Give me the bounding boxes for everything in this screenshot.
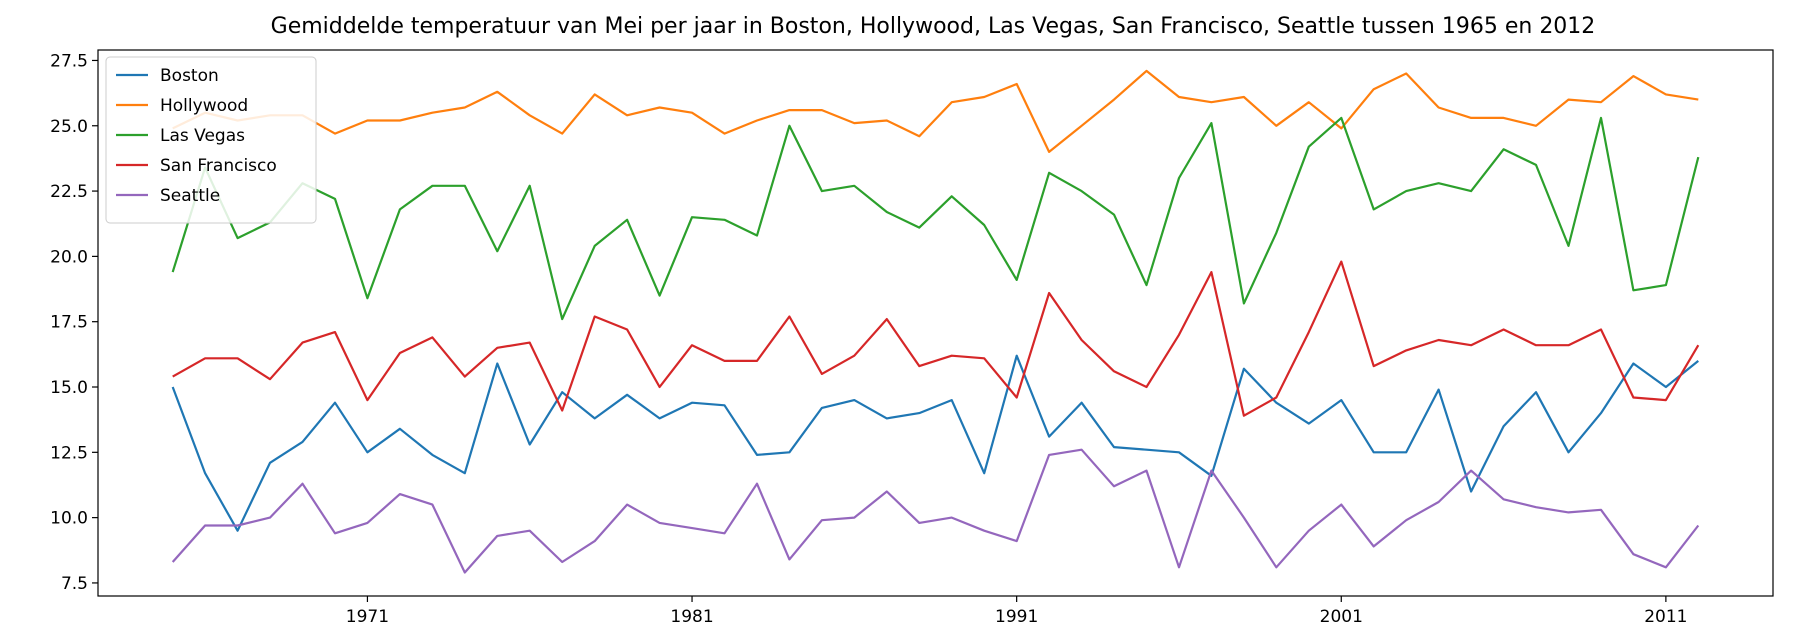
legend-label-4: Seattle	[160, 186, 220, 206]
x-tick-label: 2001	[1320, 607, 1363, 627]
y-tick-label: 20.0	[50, 247, 88, 267]
series-line-4	[171, 448, 1700, 574]
legend: Boston Hollywood Las Vegas San Francisco Sea…	[105, 56, 317, 224]
series-line-1	[172, 69, 1699, 153]
legend-label-1: Hollywood	[160, 96, 248, 116]
x-tick-label: 2011	[1644, 607, 1687, 627]
x-tick-label: 1971	[346, 607, 389, 627]
plot-frame	[97, 49, 1774, 597]
series-line-3	[172, 260, 1700, 417]
y-tick-label: 7.5	[61, 574, 88, 594]
y-tick-label: 15.0	[50, 378, 88, 398]
series-line-2	[171, 116, 1700, 321]
y-tick-label: 10.0	[50, 509, 88, 529]
y-tick-label: 22.5	[50, 182, 88, 202]
y-tick-label: 25.0	[50, 117, 88, 137]
axes: 1971 1981 1991 2001 2011 7.5 10.0 12.5 15.0 17.5 2…	[50, 49, 1774, 627]
x-tick-label: 1991	[995, 607, 1038, 627]
x-tick-label: 1981	[670, 607, 713, 627]
legend-label-3: San Francisco	[160, 156, 277, 176]
legend-box	[105, 56, 317, 224]
y-tick-label: 27.5	[50, 51, 88, 71]
legend-label-0: Boston	[160, 66, 219, 86]
series-line-0	[171, 354, 1699, 532]
chart-title: Gemiddelde temperatuur van Mei per jaar …	[271, 14, 1596, 39]
y-tick-label: 12.5	[50, 443, 88, 463]
y-tick-label: 17.5	[50, 313, 88, 333]
legend-label-2: Las Vegas	[160, 126, 245, 146]
series-lines	[171, 69, 1700, 574]
